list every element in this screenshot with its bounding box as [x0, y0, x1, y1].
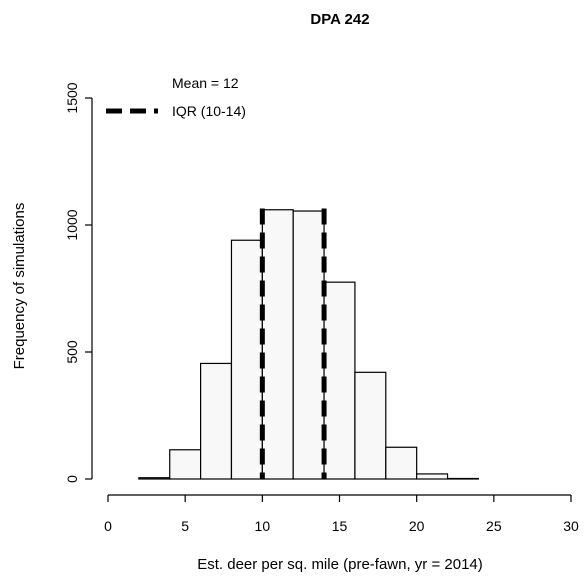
y-tick-label: 1500: [64, 82, 80, 113]
x-tick-label: 15: [332, 518, 348, 534]
y-axis: 0 500 1000 1500: [64, 82, 93, 483]
bars-group: [138, 209, 479, 480]
legend-iqr-label: IQR (10-14): [172, 103, 246, 119]
x-axis-label: Est. deer per sq. mile (pre-fawn, yr = 2…: [197, 556, 483, 573]
histogram-bar-11: [446, 477, 479, 480]
legend-mean-label: Mean = 12: [172, 75, 239, 91]
histogram-bar-5: [261, 209, 294, 480]
y-tick-label: 1000: [64, 209, 80, 240]
histogram-bar-8: [354, 371, 387, 480]
histogram-bar-6: [292, 210, 325, 480]
y-tick-label: 500: [64, 340, 80, 364]
y-axis-label: Frequency of simulations: [11, 203, 28, 370]
chart-title: DPA 242: [310, 11, 369, 28]
histogram-bar-9: [385, 446, 418, 480]
histogram-bar-4: [230, 239, 263, 480]
histogram-bar-1: [138, 477, 171, 480]
x-tick-label: 25: [486, 518, 502, 534]
legend: Mean = 12 IQR (10-14): [106, 75, 246, 119]
x-tick-label: 10: [255, 518, 271, 534]
histogram-bar-2: [169, 449, 202, 480]
histogram-bar-10: [416, 473, 449, 480]
x-tick-label: 5: [181, 518, 189, 534]
x-tick-label: 20: [409, 518, 425, 534]
iqr-lines-group: [259, 208, 327, 479]
y-tick-label: 0: [64, 475, 80, 483]
x-axis: 0 5 10 15 20 25 30: [104, 494, 579, 534]
histogram-bar-7: [323, 281, 356, 480]
histogram-bar-3: [200, 362, 233, 480]
x-tick-label: 0: [104, 518, 112, 534]
x-tick-label: 30: [563, 518, 579, 534]
